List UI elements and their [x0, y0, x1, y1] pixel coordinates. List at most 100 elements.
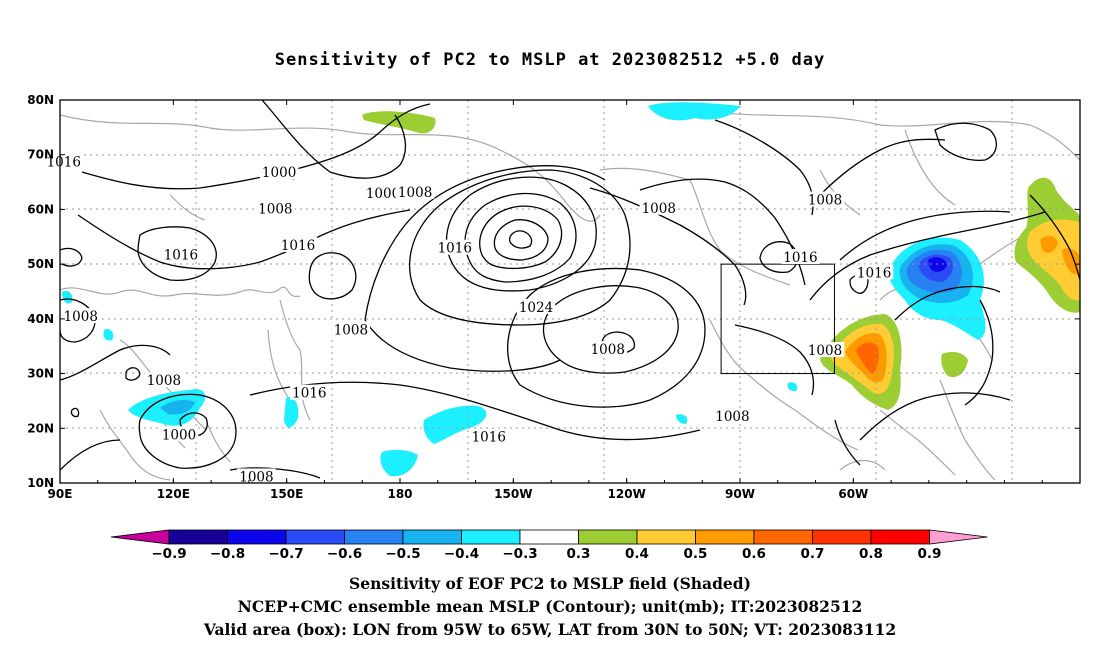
contour-label: 1016	[47, 154, 81, 170]
contour-label: 1008	[808, 343, 842, 359]
longitude-axis: 90E 120E 150E 180 150W 120W 90W 60W	[48, 100, 1081, 501]
shade-negative-region	[62, 290, 73, 304]
colorbar-segment	[578, 529, 638, 545]
contour-label-bg	[854, 264, 894, 280]
contour-label-bg	[290, 384, 329, 400]
shade-positive-region	[1062, 248, 1080, 276]
contour-label-bg	[144, 372, 184, 388]
sensitivity-shading	[62, 102, 1080, 477]
contour-label: 1016	[281, 238, 315, 254]
contour-label: 1016	[783, 250, 817, 266]
contour-label-bg	[44, 153, 83, 169]
shade-negative-region	[676, 414, 688, 424]
lat-label: 40N	[27, 312, 54, 326]
contour-label-bg	[159, 426, 199, 442]
lat-label: 70N	[27, 148, 54, 162]
colorbar-label: −0.7	[268, 546, 303, 562]
contour-label-bg	[781, 249, 820, 265]
contour-label-bg	[805, 342, 845, 358]
caption-shading: Sensitivity of EOF PC2 to MSLP field (Sh…	[349, 574, 751, 593]
colorbar-segment	[870, 529, 930, 545]
lon-label: 150E	[270, 487, 303, 501]
colorbar-label: 0.6	[742, 546, 766, 562]
lat-label: 20N	[27, 421, 54, 435]
contour-label: 1016	[857, 265, 891, 281]
contour-label-bg	[805, 191, 845, 207]
lat-label: 50N	[27, 257, 54, 271]
shade-positive-region	[1040, 235, 1058, 253]
contour-label: 1008	[239, 469, 273, 485]
contour-labels: 1016100010081016101610001008101610081008…	[44, 153, 894, 485]
contour-label: 1008	[398, 185, 432, 201]
contour-label: 1000	[162, 427, 196, 443]
shade-negative-region	[103, 328, 114, 341]
contour-label-bg	[331, 321, 371, 337]
shade-negative-region	[423, 405, 487, 444]
caption-contour: NCEP+CMC ensemble mean MSLP (Contour); u…	[237, 597, 863, 616]
colorbar-label: 0.9	[918, 546, 942, 562]
lon-label: 60W	[838, 487, 868, 501]
contour-label: 1008	[715, 409, 749, 425]
colorbar-label: −0.9	[151, 546, 186, 562]
contour-label: 1008	[258, 201, 292, 217]
latitude-axis: 80N 70N 60N 50N 40N 30N 20N 10N	[27, 93, 1080, 490]
shade-negative-region	[380, 449, 418, 477]
contour-label: 1000	[262, 165, 296, 181]
contour-label-bg	[161, 246, 201, 262]
colorbar-label: −0.6	[327, 546, 362, 562]
colorbar-label: 0.3	[567, 546, 591, 562]
colorbar-segment	[695, 529, 755, 545]
shade-negative-region	[160, 400, 195, 415]
valid-area-box	[720, 263, 835, 375]
colorbar-segment	[285, 529, 345, 545]
colorbar-segment	[636, 529, 696, 545]
contour-label-bg	[639, 199, 678, 215]
contour-label-bg	[256, 200, 295, 216]
contour-label: 1008	[147, 373, 181, 389]
lon-label: 120E	[157, 487, 190, 501]
colorbar-label: 0.5	[684, 546, 708, 562]
contour-label: 1000	[366, 186, 400, 202]
lat-label: 10N	[27, 476, 54, 490]
contour-label-bg	[259, 164, 299, 180]
contour-label-bg	[713, 408, 752, 424]
colorbar-high-arrow	[929, 529, 988, 545]
lon-label: 120W	[608, 487, 646, 501]
contour-label-bg	[395, 183, 435, 199]
contour-label: 1016	[438, 241, 472, 257]
contour-label-bg	[469, 428, 508, 444]
colorbar-segment	[753, 529, 813, 545]
colorbar-segment	[227, 529, 287, 545]
contour-label: 1016	[292, 386, 326, 402]
map-frame	[59, 99, 1081, 484]
caption-valid-area: Valid area (box): LON from 95W to 65W, L…	[203, 620, 897, 639]
colorbar: −0.9 −0.8 −0.7 −0.6 −0.5 −0.4 −0.3 0.3 0.4 0.5 0.6…	[110, 529, 988, 562]
contour-label: 1008	[642, 201, 676, 217]
shade-negative-region	[284, 397, 299, 428]
colorbar-low-arrow	[110, 529, 170, 545]
contour-label: 1008	[334, 322, 368, 338]
colorbar-label: 0.7	[801, 546, 825, 562]
contour-label-bg	[61, 308, 100, 324]
contour-label-bg	[588, 340, 627, 356]
contour-label-bg	[363, 185, 403, 201]
colorbar-label: 0.8	[859, 546, 883, 562]
contour-label: 1008	[808, 193, 842, 209]
shade-negative-region	[928, 257, 947, 272]
lat-label: 60N	[27, 202, 54, 216]
colorbar-label: −0.5	[385, 546, 420, 562]
colorbar-segment	[402, 529, 462, 545]
contour-label-bg	[435, 239, 474, 255]
shade-negative-region	[648, 102, 740, 121]
contour-label: 1008	[64, 309, 98, 325]
chart-title: Sensitivity of PC2 to MSLP at 2023082512…	[274, 50, 826, 70]
colorbar-segment	[519, 529, 579, 545]
lon-label: 150W	[494, 487, 532, 501]
contour-label: 1016	[164, 247, 198, 263]
colorbar-label: −0.4	[444, 546, 479, 562]
colorbar-segment	[812, 529, 872, 545]
shade-negative-region	[787, 382, 798, 392]
colorbar-label: −0.3	[502, 546, 537, 562]
colorbar-segment	[344, 529, 404, 545]
